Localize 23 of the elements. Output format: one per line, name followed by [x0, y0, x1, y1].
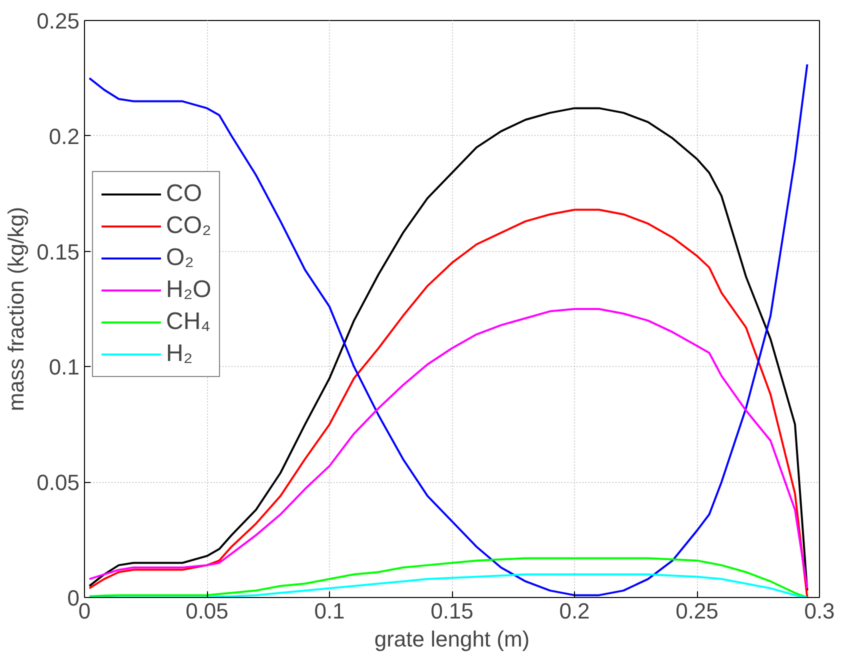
y-tick-label: 0.15 — [36, 239, 80, 264]
legend-label: H₂ — [166, 340, 193, 368]
line-series — [88, 308, 808, 590]
legend-label: O₂ — [166, 244, 194, 272]
x-tick-label: 0.25 — [676, 598, 718, 624]
y-tick-label: 0.2 — [48, 124, 80, 149]
x-tick-label: 0.1 — [314, 598, 345, 624]
legend-label: CO — [166, 180, 202, 208]
x-axis-title: grate lenght (m) — [374, 626, 530, 652]
x-tick-label: 0.15 — [430, 598, 474, 624]
line-series — [88, 573, 808, 598]
line-series — [88, 208, 808, 598]
y-axis-title: mass fraction (kg/kg) — [4, 206, 29, 412]
x-tick-label: 0.05 — [186, 598, 228, 624]
y-tick-label: 0.1 — [48, 354, 80, 380]
legend-label: H₂O — [166, 276, 212, 304]
x-tick-label: 0.3 — [804, 598, 835, 624]
x-tick-label: 0.2 — [559, 598, 590, 624]
line-series — [88, 557, 808, 598]
legend-label: CH₄ — [166, 308, 210, 336]
legend-label: CO₂ — [166, 212, 212, 240]
y-tick-label: 0.05 — [36, 470, 80, 496]
y-tick-label: 0.25 — [36, 8, 80, 34]
